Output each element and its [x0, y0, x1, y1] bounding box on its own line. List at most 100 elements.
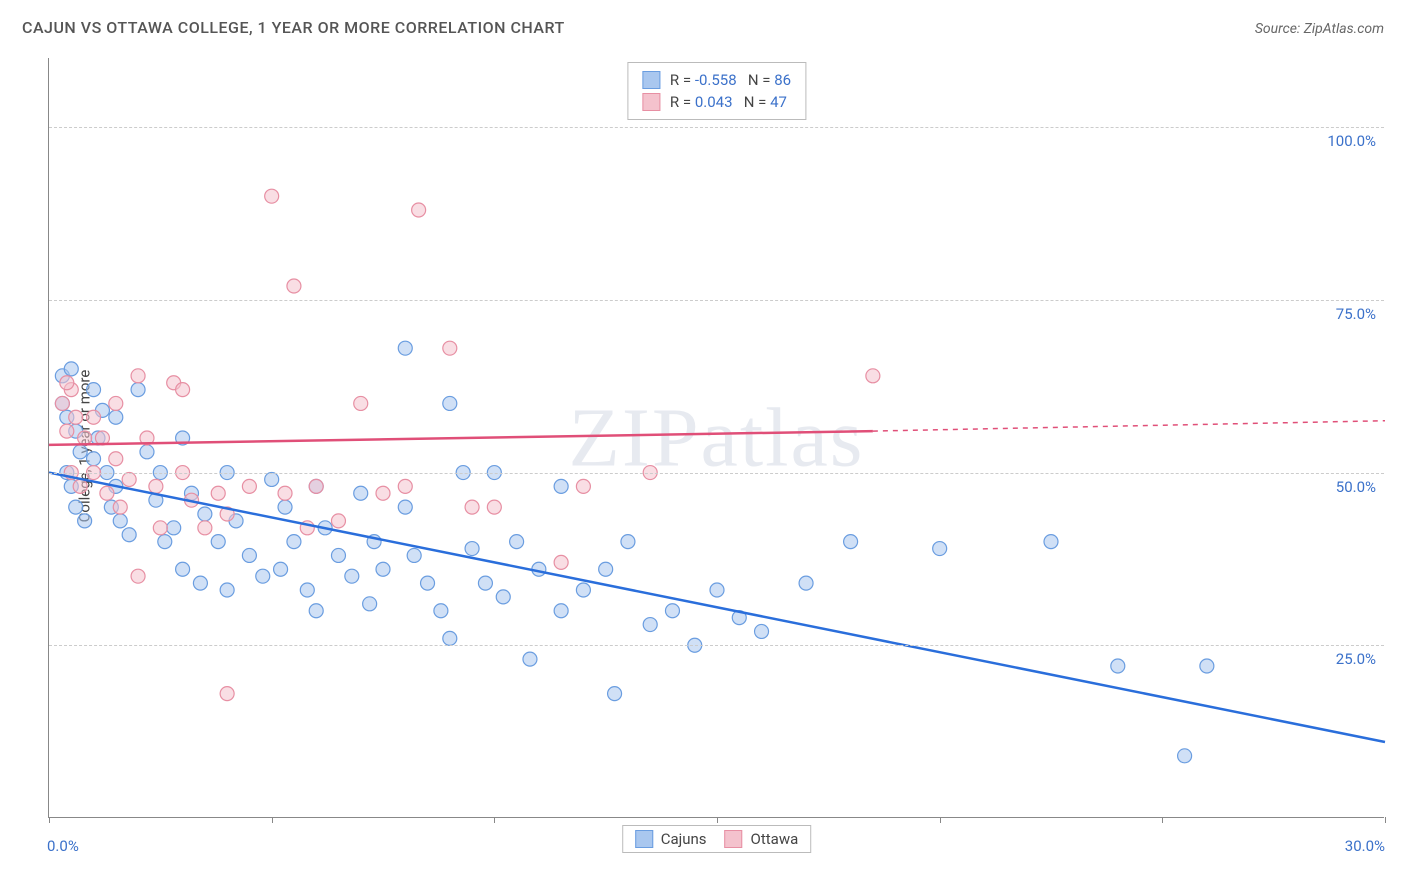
data-point	[211, 486, 225, 500]
chart-title: CAJUN VS OTTAWA COLLEGE, 1 YEAR OR MORE …	[22, 18, 565, 37]
data-point	[69, 500, 83, 514]
data-point	[176, 562, 190, 576]
data-point	[131, 383, 145, 397]
x-tick	[49, 817, 50, 823]
data-point	[554, 555, 568, 569]
data-point	[398, 341, 412, 355]
title-row: CAJUN VS OTTAWA COLLEGE, 1 YEAR OR MORE …	[0, 0, 1406, 37]
data-point	[158, 535, 172, 549]
data-point	[73, 445, 87, 459]
data-point	[220, 583, 234, 597]
data-point	[242, 479, 256, 493]
data-point	[149, 479, 163, 493]
data-point	[109, 396, 123, 410]
data-point	[78, 431, 92, 445]
data-point	[933, 542, 947, 556]
data-point	[523, 652, 537, 666]
data-point	[122, 472, 136, 486]
data-point	[331, 548, 345, 562]
legend-series-label: Cajuns	[661, 830, 707, 848]
data-point	[265, 189, 279, 203]
legend-stat-row: R = 0.043 N = 47	[642, 91, 791, 113]
data-point	[153, 521, 167, 535]
data-point	[345, 569, 359, 583]
x-tick	[940, 817, 941, 823]
data-point	[274, 562, 288, 576]
legend-series-label: Ottawa	[751, 830, 799, 848]
data-point	[643, 618, 657, 632]
series-legend: Cajuns Ottawa	[622, 825, 812, 853]
data-point	[710, 583, 724, 597]
data-point	[354, 486, 368, 500]
y-tick-label: 50.0%	[1336, 478, 1376, 496]
data-point	[198, 521, 212, 535]
legend-stat-text: R = -0.558 N = 86	[670, 71, 791, 89]
legend-series-item: Ottawa	[725, 830, 799, 848]
data-point	[73, 479, 87, 493]
data-point	[309, 604, 323, 618]
data-point	[412, 203, 426, 217]
data-point	[608, 687, 622, 701]
data-point	[866, 369, 880, 383]
data-point	[354, 396, 368, 410]
data-point	[443, 631, 457, 645]
data-point	[287, 535, 301, 549]
legend-swatch	[642, 93, 660, 111]
data-point	[131, 569, 145, 583]
data-point	[140, 445, 154, 459]
scatter-svg	[49, 58, 1384, 817]
data-point	[198, 507, 212, 521]
data-point	[220, 687, 234, 701]
data-point	[100, 486, 114, 500]
data-point	[193, 576, 207, 590]
data-point	[599, 562, 613, 576]
trend-line	[49, 431, 873, 445]
legend-stat-text: R = 0.043 N = 47	[670, 93, 787, 111]
data-point	[300, 583, 314, 597]
data-point	[799, 576, 813, 590]
data-point	[309, 479, 323, 493]
data-point	[69, 410, 83, 424]
data-point	[1200, 659, 1214, 673]
data-point	[496, 590, 510, 604]
data-point	[510, 535, 524, 549]
data-point	[363, 597, 377, 611]
legend-series-item: Cajuns	[635, 830, 707, 848]
data-point	[465, 500, 479, 514]
data-point	[421, 576, 435, 590]
data-point	[465, 542, 479, 556]
x-tick	[1162, 817, 1163, 823]
legend-swatch	[635, 830, 653, 848]
legend-swatch	[725, 830, 743, 848]
correlation-legend: R = -0.558 N = 86 R = 0.043 N = 47	[627, 62, 806, 120]
data-point	[60, 376, 74, 390]
data-point	[407, 548, 421, 562]
x-tick	[1385, 817, 1386, 823]
data-point	[376, 486, 390, 500]
x-axis-label-right: 30.0%	[1345, 837, 1385, 855]
y-tick-label: 100.0%	[1327, 132, 1376, 150]
data-point	[1044, 535, 1058, 549]
data-point	[167, 521, 181, 535]
plot-area: ZIPatlas R = -0.558 N = 86R = 0.043 N = …	[48, 58, 1384, 818]
data-point	[60, 424, 74, 438]
data-point	[487, 500, 501, 514]
data-point	[256, 569, 270, 583]
data-point	[1178, 749, 1192, 763]
legend-swatch	[642, 71, 660, 89]
data-point	[109, 452, 123, 466]
y-tick-label: 25.0%	[1336, 650, 1376, 668]
gridline-h	[49, 473, 1384, 474]
data-point	[434, 604, 448, 618]
data-point	[576, 479, 590, 493]
data-point	[87, 410, 101, 424]
data-point	[576, 583, 590, 597]
gridline-h	[49, 645, 1384, 646]
source-attribution: Source: ZipAtlas.com	[1255, 21, 1384, 37]
data-point	[621, 535, 635, 549]
trend-line-extrapolated	[873, 421, 1385, 431]
data-point	[1111, 659, 1125, 673]
gridline-h	[49, 300, 1384, 301]
data-point	[278, 500, 292, 514]
x-axis-label-left: 0.0%	[47, 837, 79, 855]
